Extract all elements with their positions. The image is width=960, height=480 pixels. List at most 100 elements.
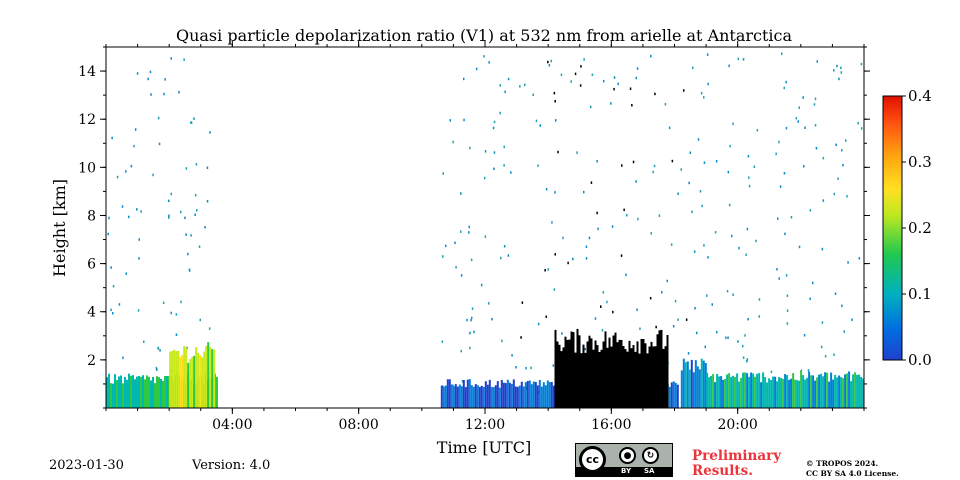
region-strip [506,379,509,408]
region-strip [518,385,521,408]
speckle [499,84,501,87]
region-strip [706,372,709,408]
region-strip [594,340,597,408]
speckle [118,303,121,306]
speckle [454,241,456,245]
speckle [758,298,761,301]
speckle [198,245,201,248]
speckle [463,77,465,81]
speckle [833,69,835,72]
speckle [687,352,690,355]
region-strip [746,373,749,408]
region-strip [158,377,160,408]
region-strip [482,386,485,408]
region-strip [572,332,575,408]
speckle [554,191,556,194]
region-strip [558,344,561,408]
region-strip [550,382,553,408]
speckle [824,355,827,358]
region-strip [644,343,647,408]
region-strip [812,375,815,408]
speckle [851,318,853,321]
speckle [746,359,748,363]
region-strip [534,382,537,408]
speckle [469,346,471,350]
region-strip [140,376,142,408]
region-strip [692,372,695,408]
speckle [680,168,682,171]
by-attribution-icon: ● [619,447,636,464]
region-strip [648,346,651,408]
region-strip [832,379,835,408]
speckle [588,236,591,240]
speckle [696,331,698,335]
speckle [483,176,486,180]
speckle [786,309,789,312]
speckle [611,225,614,228]
speckle [747,155,750,158]
speckle [677,318,679,321]
speckle [783,86,785,90]
speckle [699,190,702,193]
region-strip [197,352,200,408]
speckle [697,138,700,141]
region-strip [199,355,202,408]
region-strip [544,385,547,408]
speckle [639,327,641,330]
region-strip [708,377,711,408]
region-strip [780,377,783,408]
speckle [841,149,843,152]
region-strip [596,345,599,408]
speckle [658,214,661,217]
speckle [555,119,557,122]
region-strip [526,381,529,408]
region-strip [152,376,154,408]
speckle [503,145,505,149]
speckle [596,160,598,163]
speckle [840,71,843,74]
speckle [493,120,496,124]
speckle [729,144,731,148]
speckle [602,291,605,294]
region-strip [668,386,671,408]
region-strip [211,349,214,408]
speckle [778,140,780,144]
region-strip [177,350,180,408]
preliminary-results-note: Preliminary Results. [692,449,781,479]
region-strip [628,340,631,408]
speckle [790,216,793,219]
region-strip [736,373,739,408]
speckle [579,84,582,87]
region-strip [690,359,693,408]
region-strip [618,339,621,408]
speckle [535,119,538,123]
region-strip [578,335,581,408]
region-strip [800,371,803,408]
speckle [461,380,464,383]
speckle [580,65,582,68]
speckle [814,124,817,127]
region-strip [150,380,152,408]
region-strip [590,338,593,408]
region-strip [516,386,519,408]
region-strip [181,355,184,408]
speckle [637,217,639,221]
speckle [576,151,578,154]
region-strip [826,372,829,408]
speckle [110,266,112,269]
speckle [473,330,475,334]
speckle [567,261,569,265]
region-strip [478,386,481,408]
speckle [857,121,859,125]
speckle [190,234,192,237]
region-strip [674,382,677,408]
speckle [693,250,696,253]
speckle [155,366,158,370]
speckle [570,80,572,83]
speckle [655,325,657,329]
region-strip [752,373,755,408]
speckle [784,232,786,236]
region-strip [168,375,170,408]
speckle [834,292,837,295]
region-strip [486,384,489,408]
